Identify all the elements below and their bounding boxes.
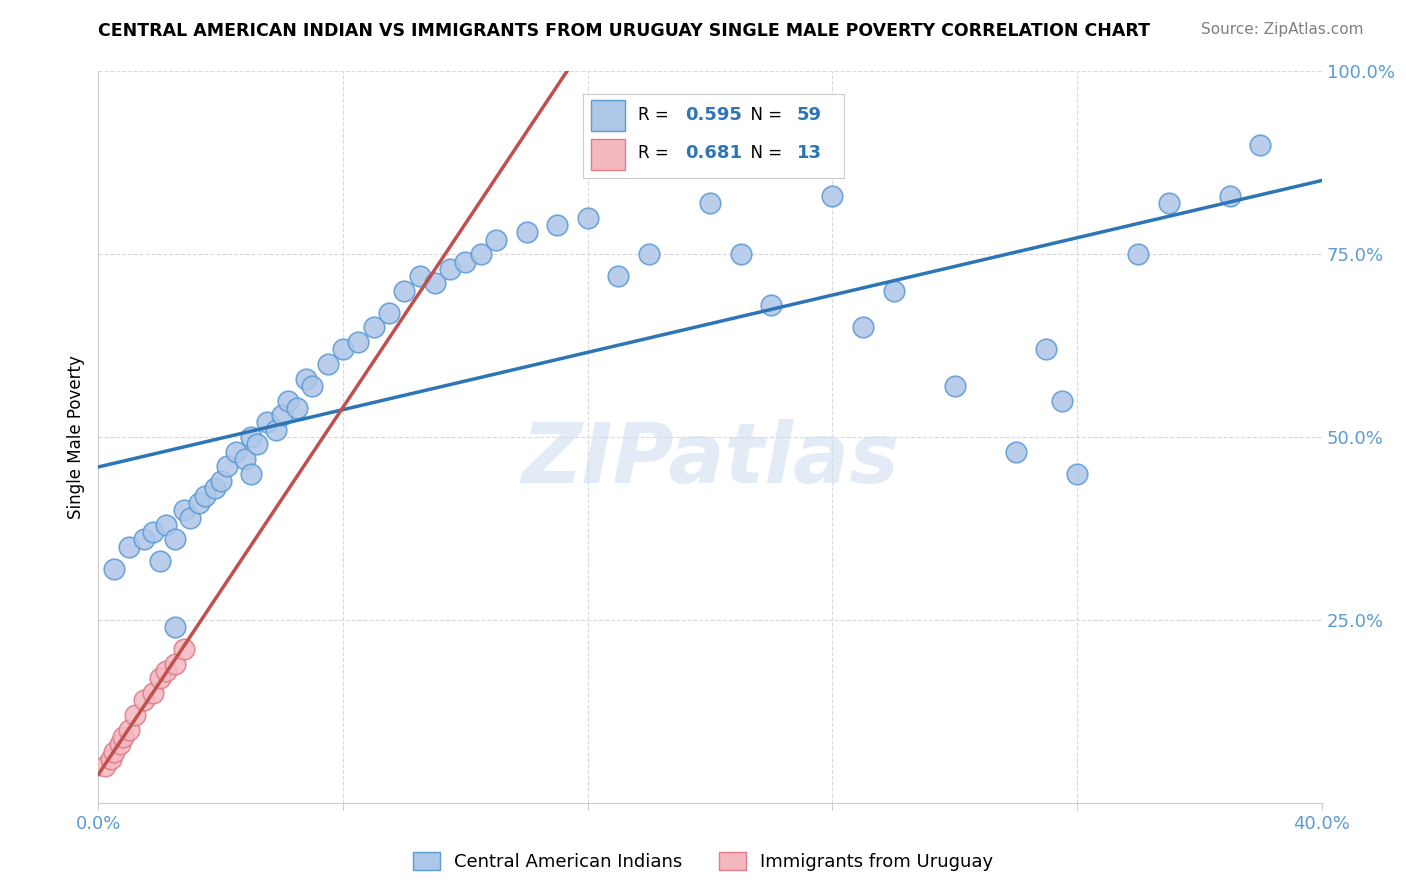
Point xyxy=(246,437,269,451)
Text: 0.681: 0.681 xyxy=(685,145,742,162)
Point xyxy=(759,298,782,312)
Point xyxy=(240,467,263,481)
Point xyxy=(546,218,568,232)
Point xyxy=(204,481,226,495)
Point xyxy=(883,284,905,298)
Point xyxy=(179,510,201,524)
Point xyxy=(209,474,232,488)
Point xyxy=(821,188,844,202)
Point xyxy=(301,379,323,393)
Point xyxy=(1050,393,1073,408)
Point xyxy=(423,277,446,291)
Point xyxy=(699,196,721,211)
Point xyxy=(607,269,630,284)
Point xyxy=(1066,467,1088,481)
Point xyxy=(516,225,538,239)
Text: N =: N = xyxy=(740,145,787,162)
Point xyxy=(1128,247,1150,261)
Point xyxy=(93,759,115,773)
Point xyxy=(173,642,195,657)
Text: 13: 13 xyxy=(797,145,821,162)
Text: ZIPatlas: ZIPatlas xyxy=(522,418,898,500)
Bar xyxy=(592,139,626,169)
Point xyxy=(1035,343,1057,357)
Point xyxy=(285,401,308,415)
Text: CENTRAL AMERICAN INDIAN VS IMMIGRANTS FROM URUGUAY SINGLE MALE POVERTY CORRELATI: CENTRAL AMERICAN INDIAN VS IMMIGRANTS FR… xyxy=(98,22,1150,40)
Bar xyxy=(592,101,626,131)
Point xyxy=(100,752,122,766)
Point xyxy=(149,554,172,568)
Point xyxy=(943,379,966,393)
Point xyxy=(270,408,292,422)
Point xyxy=(215,459,238,474)
Point xyxy=(264,423,287,437)
Legend: Central American Indians, Immigrants from Uruguay: Central American Indians, Immigrants fro… xyxy=(405,845,1001,879)
Text: 59: 59 xyxy=(797,106,821,124)
Y-axis label: Single Male Poverty: Single Male Poverty xyxy=(66,355,84,519)
Point xyxy=(163,657,186,671)
Point xyxy=(470,247,492,261)
Point xyxy=(118,723,141,737)
Point xyxy=(108,737,131,751)
Point xyxy=(124,708,146,723)
Point xyxy=(347,334,370,349)
Point xyxy=(111,730,134,744)
Text: R =: R = xyxy=(638,145,673,162)
Text: Source: ZipAtlas.com: Source: ZipAtlas.com xyxy=(1201,22,1364,37)
Point xyxy=(233,452,256,467)
Text: N =: N = xyxy=(740,106,787,124)
Point xyxy=(1004,444,1026,458)
Point xyxy=(852,320,875,334)
Point xyxy=(332,343,354,357)
Point xyxy=(103,562,125,576)
Point xyxy=(188,496,211,510)
Point xyxy=(408,269,430,284)
Text: R =: R = xyxy=(638,106,673,124)
Point xyxy=(363,320,385,334)
Point xyxy=(149,672,172,686)
Point xyxy=(378,306,401,320)
Point xyxy=(1219,188,1241,202)
Point xyxy=(155,517,177,532)
Point xyxy=(485,233,508,247)
Point xyxy=(134,693,156,707)
Point xyxy=(1157,196,1180,211)
Point xyxy=(142,525,165,540)
Point xyxy=(103,745,125,759)
Point xyxy=(256,416,278,430)
Point xyxy=(194,489,217,503)
Point xyxy=(155,664,177,678)
Point xyxy=(173,503,195,517)
Point xyxy=(1249,137,1271,152)
Point xyxy=(295,371,318,385)
Point xyxy=(134,533,156,547)
Point xyxy=(730,247,752,261)
Point xyxy=(439,261,461,276)
Point xyxy=(576,211,599,225)
Point xyxy=(454,254,477,268)
Point xyxy=(225,444,247,458)
Text: 0.595: 0.595 xyxy=(685,106,742,124)
Point xyxy=(163,620,186,634)
Point xyxy=(392,284,416,298)
Point xyxy=(163,533,186,547)
Point xyxy=(277,393,299,408)
Point xyxy=(316,357,339,371)
Point xyxy=(118,540,141,554)
Point xyxy=(637,247,661,261)
Point xyxy=(142,686,165,700)
Point xyxy=(240,430,263,444)
